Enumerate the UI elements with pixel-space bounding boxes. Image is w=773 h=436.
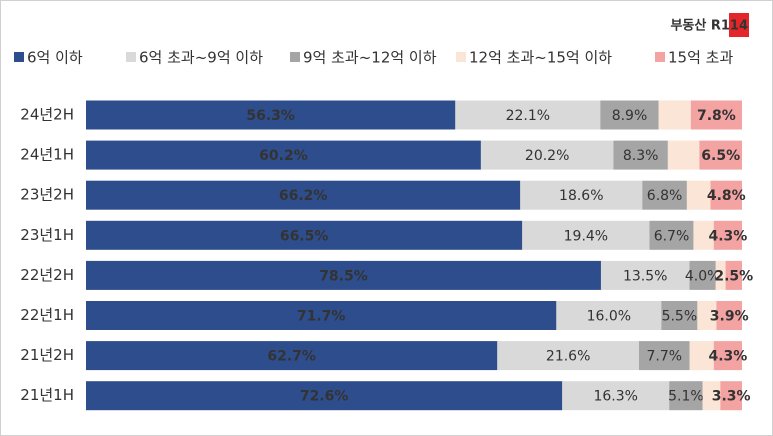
bar-segment — [725, 260, 742, 290]
bar-segment — [661, 301, 698, 330]
data-label: 2.5% — [714, 268, 753, 284]
bar-segment — [86, 381, 563, 411]
legend-label: 6억 초과~9억 이하 — [139, 49, 263, 67]
legend-swatch — [456, 52, 466, 62]
bar-segment — [86, 220, 523, 250]
data-label: 20.2% — [525, 148, 569, 164]
logo-badge — [729, 13, 749, 37]
legend-swatch — [14, 52, 24, 62]
y-tick-label: 22년2H — [20, 266, 74, 284]
bar-segment — [86, 260, 601, 290]
legend-swatch — [126, 52, 136, 62]
bar-segment — [690, 100, 742, 130]
bar-segment — [689, 260, 716, 290]
legend-label: 6억 이하 — [27, 49, 83, 67]
data-label: 19.4% — [564, 228, 608, 244]
data-label: 13.5% — [623, 268, 667, 284]
bar-segment — [86, 100, 456, 130]
data-label: 21.6% — [546, 349, 590, 365]
data-label: 16.0% — [587, 309, 631, 325]
bar-segment — [86, 341, 498, 371]
data-label: 6.7% — [654, 228, 690, 244]
data-label: 16.3% — [593, 389, 637, 405]
logo: 부동산 R114 — [670, 18, 748, 34]
data-label: 56.3% — [246, 108, 295, 124]
data-label: 66.2% — [279, 188, 328, 204]
bar-segment — [649, 220, 694, 250]
legend-swatch — [655, 52, 665, 62]
bar-segment — [689, 341, 714, 371]
bar-segment — [697, 301, 717, 330]
bar-segment — [669, 381, 703, 411]
bar-segment — [686, 180, 711, 210]
bar-segment — [86, 140, 481, 170]
data-label: 78.5% — [319, 268, 368, 284]
bar-segment — [667, 140, 700, 170]
bar-segment — [713, 341, 742, 371]
bar-segment — [699, 140, 742, 170]
bar-segment — [702, 381, 721, 411]
data-label: 3.3% — [712, 389, 751, 405]
legend-swatch — [290, 52, 300, 62]
data-label: 18.6% — [559, 188, 603, 204]
data-label: 60.2% — [259, 148, 308, 164]
y-tick-label: 22년1H — [20, 306, 74, 324]
bar-segment — [716, 301, 742, 330]
data-label: 72.6% — [300, 389, 349, 405]
data-label: 4.0% — [685, 268, 721, 284]
data-label: 4.8% — [707, 188, 746, 204]
bar-segment — [480, 140, 614, 170]
legend-label: 15억 초과 — [668, 49, 733, 67]
bar-segment — [522, 220, 650, 250]
bar-segment — [642, 180, 687, 210]
bar-segment — [710, 180, 742, 210]
bar-segment — [455, 100, 601, 130]
data-label: 5.1% — [668, 389, 704, 405]
y-tick-label: 24년1H — [20, 146, 74, 164]
y-tick-label: 24년2H — [20, 106, 74, 124]
y-tick-label: 23년2H — [20, 186, 74, 204]
data-label: 7.7% — [646, 349, 682, 365]
data-label: 4.3% — [708, 228, 747, 244]
bar-segment — [658, 100, 691, 130]
y-tick-label: 21년2H — [20, 346, 74, 364]
bar-segment — [639, 341, 690, 371]
bar-segment — [613, 140, 668, 170]
data-label: 4.3% — [708, 349, 747, 365]
bar-segment — [693, 220, 714, 250]
bar-segment — [86, 180, 521, 210]
data-label: 22.1% — [506, 108, 550, 124]
data-label: 5.5% — [662, 309, 698, 325]
data-label: 6.5% — [701, 148, 740, 164]
bar-segment — [713, 220, 742, 250]
y-tick-label: 21년1H — [20, 386, 74, 404]
data-label: 7.8% — [697, 108, 736, 124]
bar-segment — [600, 100, 659, 130]
bar-segment — [562, 381, 670, 411]
bar-segment — [715, 260, 726, 290]
bar-segment — [600, 260, 690, 290]
bar-segment — [520, 180, 643, 210]
bar-segment — [86, 301, 557, 330]
data-label: 8.3% — [623, 148, 659, 164]
y-tick-label: 23년1H — [20, 226, 74, 244]
legend-label: 9억 초과~12억 이하 — [303, 49, 437, 67]
data-label: 6.8% — [647, 188, 683, 204]
legend-label: 12억 초과~15억 이하 — [469, 49, 612, 67]
data-label: 62.7% — [267, 349, 316, 365]
bar-segment — [497, 341, 640, 371]
data-label: 3.9% — [710, 309, 749, 325]
data-label: 71.7% — [297, 309, 346, 325]
bar-segment — [720, 381, 742, 411]
data-label: 66.5% — [280, 228, 329, 244]
bar-segment — [556, 301, 662, 330]
data-label: 8.9% — [612, 108, 648, 124]
